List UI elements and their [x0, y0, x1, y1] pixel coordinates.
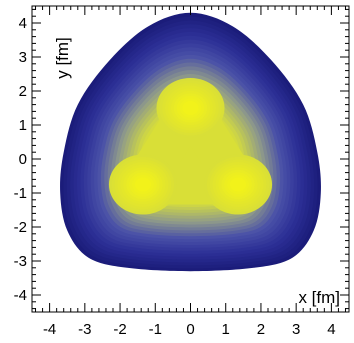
x-tick-label: 4 [327, 321, 335, 338]
y-tick-label: 2 [19, 83, 27, 100]
y-tick-label: -4 [14, 287, 27, 304]
y-tick-label: -1 [14, 185, 27, 202]
axis-ticks [32, 6, 349, 312]
x-tick-label: -1 [149, 321, 162, 338]
x-tick-label: -2 [113, 321, 126, 338]
x-axis-title: x [fm] [298, 288, 340, 307]
y-axis-title: y [fm] [53, 37, 72, 79]
density-peak [230, 177, 247, 192]
y-tick-label: -2 [14, 219, 27, 236]
x-tick-label: 3 [292, 321, 300, 338]
y-tick-label: 1 [19, 117, 27, 134]
x-tick-label: -4 [43, 321, 56, 338]
y-tick-label: -3 [14, 253, 27, 270]
x-tick-label: -3 [78, 321, 91, 338]
density-peak [182, 101, 199, 115]
density-peak [134, 177, 151, 192]
y-tick-label: 0 [19, 151, 27, 168]
tick-labels: -4 -3 -2 -1 0 1 2 3 4 -4 -3 -2 -1 0 1 2 3 4 [14, 15, 336, 338]
y-tick-label: 4 [19, 15, 27, 32]
density-contours [60, 12, 321, 272]
x-tick-label: 0 [186, 321, 194, 338]
y-tick-label: 3 [19, 49, 27, 66]
x-tick-label: 2 [257, 321, 265, 338]
x-tick-label: 1 [222, 321, 230, 338]
